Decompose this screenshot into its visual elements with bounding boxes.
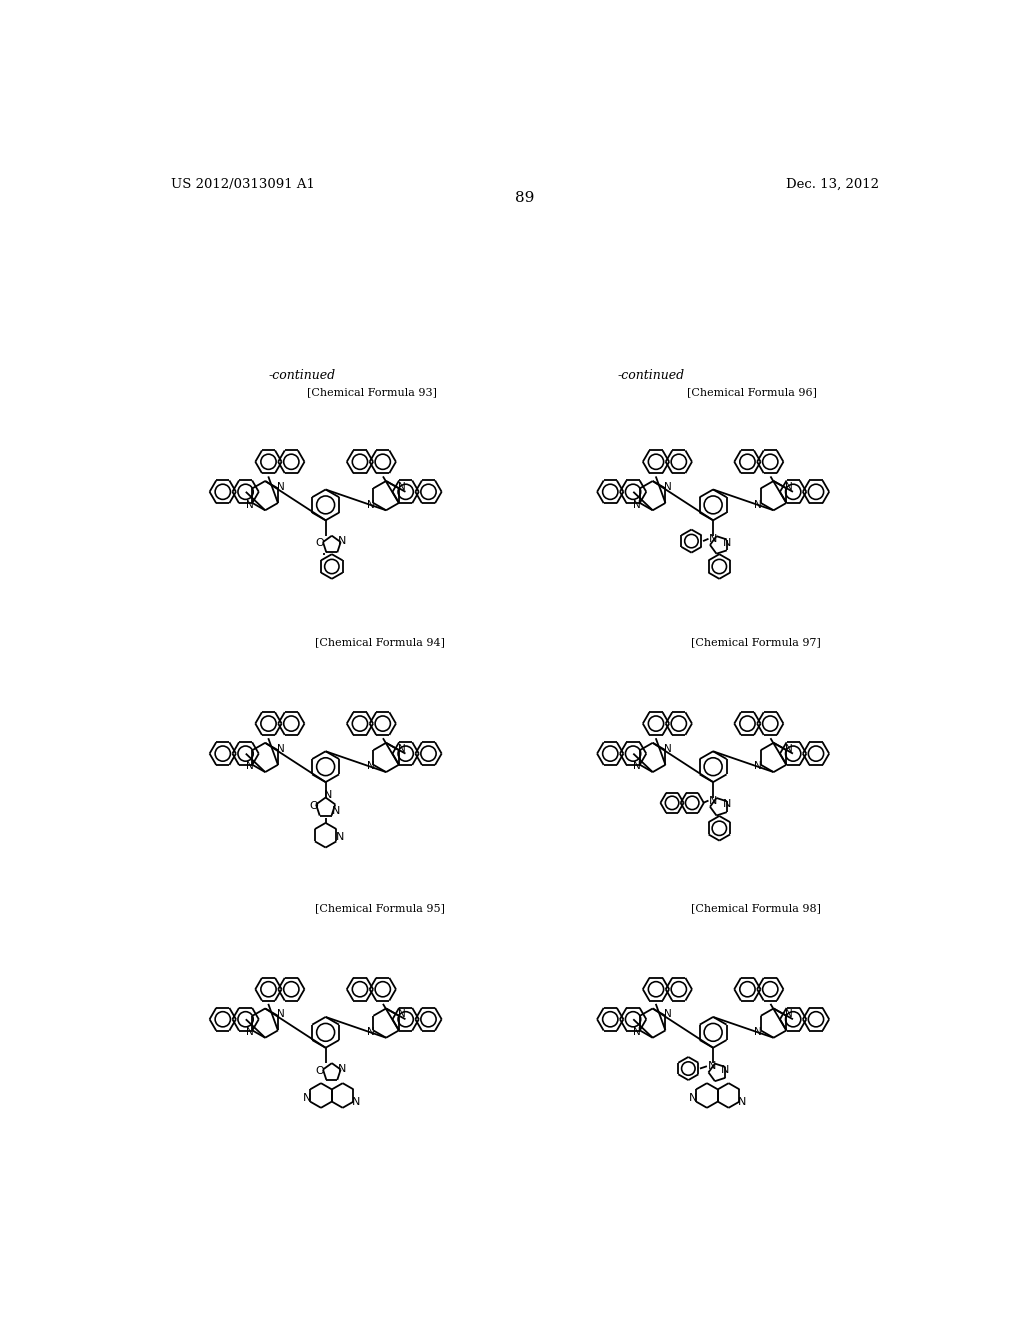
Text: N: N bbox=[723, 800, 731, 809]
Text: N: N bbox=[755, 762, 762, 771]
Text: N: N bbox=[324, 791, 332, 800]
Text: N: N bbox=[689, 1093, 697, 1102]
Text: N: N bbox=[351, 1097, 360, 1106]
Text: N: N bbox=[665, 1010, 672, 1019]
Text: N: N bbox=[246, 1027, 254, 1038]
Text: [Chemical Formula 97]: [Chemical Formula 97] bbox=[691, 638, 820, 647]
Text: N: N bbox=[634, 1027, 641, 1038]
Text: N: N bbox=[338, 1064, 346, 1073]
Text: O: O bbox=[309, 801, 318, 810]
Text: N: N bbox=[709, 533, 718, 544]
Text: N: N bbox=[276, 1010, 285, 1019]
Text: N: N bbox=[634, 762, 641, 771]
Text: N: N bbox=[755, 499, 762, 510]
Text: N: N bbox=[755, 1027, 762, 1038]
Text: 89: 89 bbox=[515, 191, 535, 205]
Text: N: N bbox=[303, 1093, 311, 1102]
Text: N: N bbox=[246, 762, 254, 771]
Text: N: N bbox=[785, 743, 793, 754]
Text: N: N bbox=[276, 482, 285, 492]
Text: N: N bbox=[721, 1065, 730, 1074]
Text: US 2012/0313091 A1: US 2012/0313091 A1 bbox=[171, 178, 314, 190]
Text: N: N bbox=[785, 482, 793, 492]
Text: N: N bbox=[723, 537, 731, 548]
Text: O: O bbox=[315, 539, 325, 548]
Text: N: N bbox=[336, 832, 344, 842]
Text: [Chemical Formula 96]: [Chemical Formula 96] bbox=[687, 387, 817, 397]
Text: N: N bbox=[367, 499, 375, 510]
Text: N: N bbox=[246, 499, 254, 510]
Text: [Chemical Formula 93]: [Chemical Formula 93] bbox=[307, 387, 437, 397]
Text: N: N bbox=[397, 482, 406, 492]
Text: [Chemical Formula 94]: [Chemical Formula 94] bbox=[314, 638, 444, 647]
Text: N: N bbox=[737, 1097, 746, 1106]
Text: N: N bbox=[785, 1010, 793, 1019]
Text: -continued: -continued bbox=[617, 368, 685, 381]
Text: -continued: -continued bbox=[269, 368, 336, 381]
Text: N: N bbox=[665, 743, 672, 754]
Text: N: N bbox=[708, 1061, 716, 1072]
Text: N: N bbox=[397, 743, 406, 754]
Text: N: N bbox=[367, 1027, 375, 1038]
Text: N: N bbox=[709, 796, 718, 805]
Text: Dec. 13, 2012: Dec. 13, 2012 bbox=[786, 178, 879, 190]
Text: N: N bbox=[338, 536, 346, 546]
Text: N: N bbox=[276, 743, 285, 754]
Text: [Chemical Formula 98]: [Chemical Formula 98] bbox=[691, 903, 821, 913]
Text: O: O bbox=[315, 1065, 325, 1076]
Text: N: N bbox=[634, 499, 641, 510]
Text: N: N bbox=[665, 482, 672, 492]
Text: N: N bbox=[367, 762, 375, 771]
Text: N: N bbox=[332, 807, 341, 816]
Text: [Chemical Formula 95]: [Chemical Formula 95] bbox=[314, 903, 444, 913]
Text: N: N bbox=[397, 1010, 406, 1019]
